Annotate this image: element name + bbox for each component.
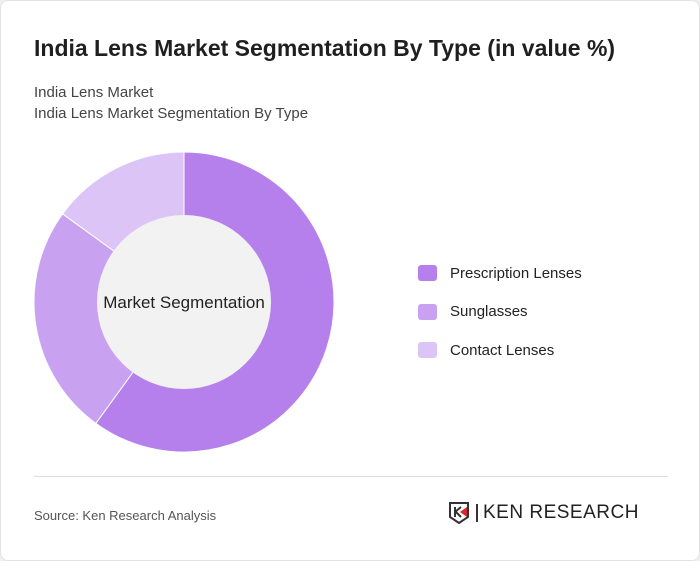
legend-swatch <box>418 342 437 359</box>
divider <box>34 476 668 477</box>
legend-item-contact-lenses[interactable]: Contact Lenses <box>418 331 582 370</box>
subtitle-segmentation: India Lens Market Segmentation By Type <box>34 105 309 122</box>
legend-label: Sunglasses <box>450 303 528 321</box>
ken-logo-icon <box>449 502 469 525</box>
chart-title: India Lens Market Segmentation By Type (… <box>34 35 616 61</box>
legend-label: Prescription Lenses <box>450 264 582 282</box>
ken-research-logo: KEN RESEARCH <box>448 501 639 525</box>
donut-hole <box>97 215 271 389</box>
donut-chart: Market Segmentation <box>33 151 335 453</box>
logo-text: KEN RESEARCH <box>476 503 639 522</box>
legend-swatch <box>418 303 437 320</box>
source-note: Source: Ken Research Analysis <box>34 508 217 523</box>
legend-label: Contact Lenses <box>450 341 555 359</box>
legend-item-prescription-lenses[interactable]: Prescription Lenses <box>418 254 582 293</box>
legend-item-sunglasses[interactable]: Sunglasses <box>418 293 582 332</box>
legend: Prescription Lenses Sunglasses Contact L… <box>418 254 582 370</box>
center-label: Market Segmentation <box>103 293 265 312</box>
legend-swatch <box>418 265 437 282</box>
subtitle-market: India Lens Market <box>34 84 154 101</box>
